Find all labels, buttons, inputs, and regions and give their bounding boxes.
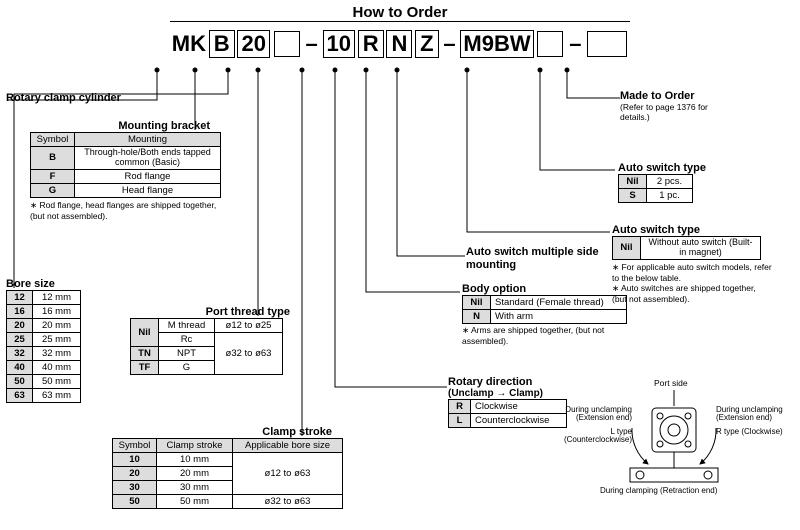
port-section: Port thread type NilM threadø12 to ø25 R… bbox=[130, 306, 290, 375]
clamp-section: Clamp stroke SymbolClamp strokeApplicabl… bbox=[112, 426, 343, 509]
asw-title: Auto switch type bbox=[612, 224, 772, 236]
port-table: NilM threadø12 to ø25 Rcø32 to ø63 TNNPT… bbox=[130, 318, 283, 375]
dash-1: – bbox=[306, 31, 318, 57]
clamp-table: SymbolClamp strokeApplicable bore size 1… bbox=[112, 438, 343, 509]
body-note: ∗ Arms are shipped together, (but not as… bbox=[462, 325, 632, 346]
page-title: How to Order bbox=[170, 0, 630, 22]
dash-3: – bbox=[569, 31, 581, 57]
mounting-note: ∗ Rod flange, head flanges are shipped t… bbox=[30, 200, 230, 221]
qty-title: Auto switch type bbox=[618, 162, 706, 174]
diagram-l-type: L type (Counterclockwise) bbox=[554, 428, 632, 445]
seg-n: N bbox=[386, 30, 412, 58]
rotary-dir-title: Rotary direction bbox=[448, 376, 567, 388]
seg-10: 10 bbox=[323, 30, 355, 58]
port-title: Port thread type bbox=[130, 306, 290, 318]
rotary-dir-table: RClockwise LCounterclockwise bbox=[448, 399, 567, 428]
bore-section: Bore size 1212 mm 1616 mm 2020 mm 2525 m… bbox=[6, 278, 81, 403]
bore-table: 1212 mm 1616 mm 2020 mm 2525 mm 3232 mm … bbox=[6, 290, 81, 403]
clamp-diagram: Port side During unclamping (Extension e… bbox=[560, 380, 790, 525]
body-table: NilStandard (Female thread) NWith arm bbox=[462, 295, 627, 324]
mounting-table: SymbolMounting BThrough-hole/Both ends t… bbox=[30, 132, 221, 198]
asw-note1: ∗ For applicable auto switch models, ref… bbox=[612, 262, 772, 283]
mounting-section: Mounting bracket SymbolMounting BThrough… bbox=[30, 120, 230, 221]
qty-table: Nil2 pcs. S1 pc. bbox=[618, 174, 693, 203]
seg-z: Z bbox=[415, 30, 438, 58]
diagram-l-unclamp: During unclamping (Extension end) bbox=[554, 406, 632, 423]
body-section: Body option NilStandard (Female thread) … bbox=[462, 283, 632, 346]
seg-20: 20 bbox=[237, 30, 269, 58]
asw-table: NilWithout auto switch (Built-in magnet) bbox=[612, 236, 761, 260]
blank-box-2 bbox=[537, 31, 563, 57]
diagram-svg bbox=[560, 380, 790, 525]
made-title: Made to Order bbox=[620, 90, 730, 102]
asw-note2: ∗ Auto switches are shipped together, (b… bbox=[612, 283, 772, 304]
mounting-title: Mounting bracket bbox=[30, 120, 210, 132]
made-section: Made to Order (Refer to page 1376 for de… bbox=[620, 90, 730, 122]
bore-title: Bore size bbox=[6, 278, 81, 290]
qty-section: Auto switch type Nil2 pcs. S1 pc. bbox=[618, 162, 706, 203]
rotary-dir-sub: (Unclamp → Clamp) bbox=[448, 388, 567, 399]
blank-box-1 bbox=[274, 31, 300, 57]
blank-box-3 bbox=[587, 31, 627, 57]
diagram-r-type: R type (Clockwise) bbox=[716, 428, 792, 436]
rotary-dir-section: Rotary direction (Unclamp → Clamp) RCloc… bbox=[448, 376, 567, 428]
clamp-title: Clamp stroke bbox=[112, 426, 332, 438]
multi-label: Auto switch multiple side mounting bbox=[466, 246, 606, 271]
diagram-r-unclamp: During unclamping (Extension end) bbox=[716, 406, 792, 423]
asw-section: Auto switch type NilWithout auto switch … bbox=[612, 224, 772, 304]
part-number-string: MK B 20 – 10 R N Z – M9BW – bbox=[0, 30, 800, 58]
seg-b: B bbox=[209, 30, 235, 58]
prefix: MK bbox=[172, 31, 206, 57]
seg-r: R bbox=[358, 30, 384, 58]
seg-m9bw: M9BW bbox=[460, 30, 533, 58]
body-title: Body option bbox=[462, 283, 632, 295]
diagram-port: Port side bbox=[654, 378, 688, 388]
made-note: (Refer to page 1376 for details.) bbox=[620, 102, 730, 122]
dash-2: – bbox=[443, 31, 455, 57]
diagram-bottom: During clamping (Retraction end) bbox=[600, 486, 717, 495]
rotary-clamp-label: Rotary clamp cylinder bbox=[6, 92, 121, 104]
